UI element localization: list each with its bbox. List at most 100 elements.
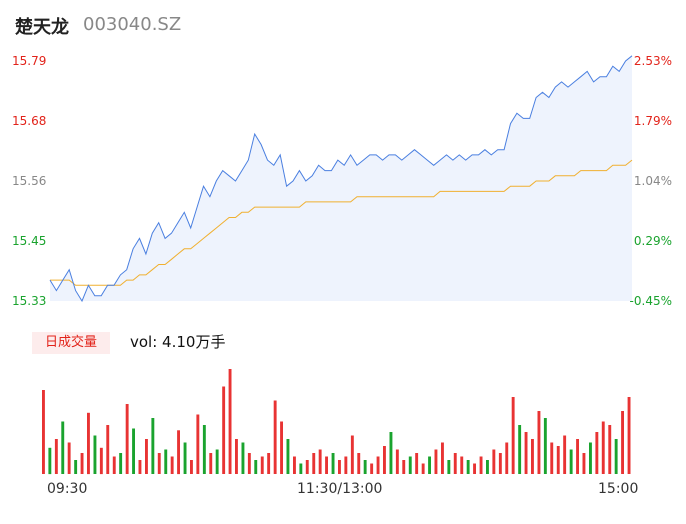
volume-bar: [460, 456, 464, 474]
volume-bar: [267, 453, 271, 474]
price-line: [49, 55, 633, 303]
volume-bar: [318, 449, 322, 474]
volume-bar: [54, 439, 58, 474]
volume-bar: [222, 386, 226, 474]
volume-bar: [473, 463, 476, 474]
stock-name: 楚天龙: [15, 17, 69, 38]
volume-bar: [563, 435, 567, 474]
volume-tab[interactable]: 日成交量: [32, 332, 110, 354]
volume-bar: [408, 456, 412, 474]
volume-bar: [164, 449, 168, 474]
price-label: 15.45: [12, 234, 47, 248]
price-area: [50, 55, 632, 301]
volume-bar: [280, 421, 283, 474]
stock-code: 003040.SZ: [83, 14, 182, 35]
volume-bar: [74, 460, 78, 474]
volume-bar: [479, 456, 483, 474]
volume-bar: [170, 456, 174, 474]
volume-bar: [132, 428, 135, 474]
volume-bar: [106, 425, 110, 474]
volume-bar: [601, 421, 605, 474]
volume-bar: [151, 418, 155, 474]
volume-bar: [138, 460, 142, 474]
volume-bar: [376, 456, 380, 474]
volume-value: vol: 4.10万手: [130, 333, 226, 351]
volume-bar: [402, 460, 406, 474]
time-label: 15:00: [598, 481, 639, 497]
volume-bar: [595, 432, 599, 474]
volume-bar: [157, 453, 161, 474]
volume-bars: [42, 369, 631, 475]
volume-bar: [537, 411, 541, 474]
volume-bar: [511, 397, 515, 474]
volume-bar: [48, 447, 52, 475]
volume-bar: [228, 369, 232, 474]
volume-bar: [254, 460, 258, 474]
volume-bar: [202, 425, 206, 474]
volume-bar: [305, 460, 309, 474]
volume-bar: [543, 418, 547, 474]
volume-bar: [80, 453, 84, 474]
volume-bar: [119, 453, 123, 474]
volume-bar: [447, 460, 451, 474]
volume-bar: [550, 442, 554, 474]
volume-bar: [99, 447, 103, 475]
pct-label: 1.04%: [633, 174, 672, 188]
volume-bar: [325, 456, 328, 474]
volume-bar: [466, 460, 470, 474]
volume-bar: [524, 432, 528, 474]
volume-bar: [273, 400, 277, 474]
volume-bar: [357, 453, 361, 474]
volume-bar: [370, 463, 374, 474]
volume-bar: [112, 456, 116, 474]
volume-bar: [453, 453, 457, 474]
volume-bar: [582, 453, 586, 474]
price-label: 15.56: [12, 174, 47, 188]
volume-bar: [383, 446, 386, 474]
volume-bar: [434, 449, 438, 474]
volume-bar: [441, 442, 444, 474]
volume-bar: [293, 456, 296, 474]
volume-bar: [576, 439, 579, 474]
volume-bar: [190, 460, 193, 474]
price-label: 15.33: [12, 294, 47, 308]
volume-bar: [196, 414, 200, 474]
volume-bar: [312, 453, 316, 474]
avg-price-line: [50, 159, 633, 286]
time-label: 09:30: [47, 481, 88, 497]
volume-bar: [395, 449, 399, 474]
volume-bar: [389, 432, 393, 474]
volume-bar: [344, 456, 348, 474]
volume-bar: [42, 390, 45, 474]
pct-label: 1.79%: [633, 114, 672, 128]
volume-bar: [556, 446, 560, 474]
volume-bar: [492, 449, 496, 474]
volume-bar: [125, 404, 129, 474]
price-label: 15.68: [12, 114, 47, 128]
volume-bar: [177, 430, 180, 475]
volume-bar: [286, 439, 290, 474]
volume-bar: [363, 460, 367, 474]
volume-bar: [415, 453, 419, 474]
volume-bar: [67, 442, 71, 474]
volume-bar: [531, 439, 534, 474]
volume-bar: [627, 397, 631, 474]
volume-bar: [498, 453, 502, 474]
volume-bar: [247, 453, 251, 474]
volume-bar: [505, 442, 509, 474]
volume-bar: [235, 439, 238, 474]
volume-bar: [183, 442, 187, 474]
volume-bar: [260, 456, 264, 474]
volume-bar: [87, 412, 90, 475]
volume-bar: [209, 453, 213, 474]
volume-bar: [518, 425, 522, 474]
volume-bar: [614, 439, 618, 474]
volume-bar: [241, 442, 245, 474]
volume-bar: [145, 439, 148, 474]
pct-label: 2.53%: [633, 54, 672, 68]
volume-bar: [621, 411, 624, 474]
volume-bar: [350, 435, 354, 474]
volume-bar: [569, 449, 573, 474]
pct-label: -0.45%: [629, 294, 672, 308]
